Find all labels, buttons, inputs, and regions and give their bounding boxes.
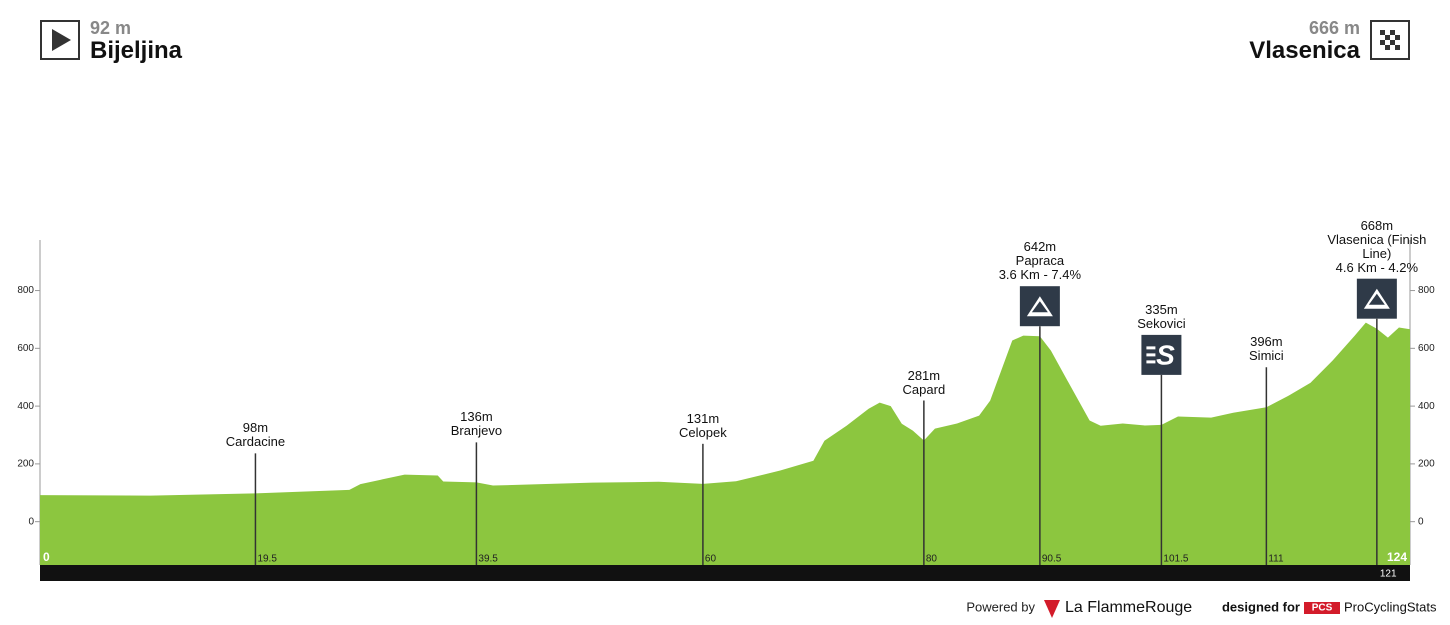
marker-name: Simici	[1249, 348, 1284, 364]
x-tick-label: 0	[43, 550, 50, 564]
marker-name: Cardacine	[225, 434, 286, 450]
distance-bar	[40, 565, 1410, 581]
marker-elevation: 335m	[1145, 301, 1178, 317]
marker-distance: 60	[705, 554, 717, 565]
finish-name: Vlasenica	[1249, 37, 1360, 64]
y-tick-label: 800	[1418, 285, 1435, 296]
profile-area	[40, 322, 1410, 565]
marker-label: 136m Branjevo	[416, 410, 536, 438]
marker-name: Papraca	[1015, 253, 1065, 269]
flamme-logo	[1044, 600, 1060, 618]
footer-brand: La FlammeRouge	[1065, 599, 1192, 616]
marker-label: 396m Simici	[1206, 335, 1326, 363]
marker-distance: 39.5	[478, 554, 498, 565]
marker-elevation: 642m	[1023, 239, 1057, 255]
marker-detail: 4.6 Km - 4.2%	[1335, 259, 1419, 275]
y-tick-label: 0	[28, 516, 34, 527]
marker-distance: 90.5	[1042, 554, 1062, 565]
marker-elevation: 281m	[907, 367, 941, 383]
y-tick-label: 800	[17, 285, 34, 296]
y-tick-label: 400	[17, 401, 34, 412]
marker-label: 335m Sekovici	[1101, 301, 1221, 331]
plot: 0 0 200 200 400 400 600 600 800 800 0 124 19.5 39.5 60…	[17, 278, 1435, 580]
marker-name: Branjevo	[450, 423, 503, 439]
footer-pcs-name: ProCyclingStats	[1344, 599, 1437, 614]
marker-elevation: 668m	[1360, 217, 1394, 233]
footer-pcs: PCS	[1312, 603, 1333, 614]
marker-elevation: 396m	[1250, 334, 1283, 350]
start-elevation: 92 m	[90, 18, 132, 38]
climb-icon-peak	[1368, 293, 1385, 305]
marker-distance: 101.5	[1163, 554, 1188, 565]
pcs-logo	[1304, 602, 1340, 614]
marker-name: Vlasenica (Finish Line)	[1327, 231, 1427, 261]
marker-distance: 80	[926, 554, 938, 565]
marker-distance: 111	[1268, 554, 1284, 565]
marker-distance: 121	[1380, 569, 1397, 580]
marker-distance: 19.5	[257, 554, 277, 565]
marker-label: 98m Cardacine	[195, 421, 315, 449]
marker-name: Capard	[902, 381, 946, 397]
start-name: Bijeljina	[90, 37, 183, 64]
sprint-icon-letter: S	[1156, 339, 1175, 370]
finish-elevation: 666 m	[1308, 18, 1360, 38]
footer-designed: designed for	[1222, 599, 1300, 614]
climb-icon-peak	[1031, 301, 1048, 313]
y-tick-label: 600	[1418, 343, 1435, 354]
marker-label: 281m Capard	[864, 367, 984, 397]
start-icon-arrow	[52, 29, 71, 51]
marker-elevation: 136m	[460, 409, 493, 425]
marker-name: Sekovici	[1137, 315, 1186, 331]
marker-elevation: 98m	[242, 420, 269, 436]
y-tick-label: 0	[1418, 516, 1424, 527]
y-tick-label: 200	[17, 459, 34, 470]
marker-name: Celopek	[679, 424, 727, 440]
marker-elevation: 131m	[686, 410, 720, 426]
marker-label: 668m Vlasenica (Finish Line) 4.6 Km - 4.2%	[1317, 217, 1437, 275]
x-tick-label: 124	[1387, 550, 1407, 564]
footer-powered: Powered by	[966, 599, 1035, 614]
y-tick-label: 200	[1418, 459, 1435, 470]
finish-icon	[1370, 20, 1410, 60]
start-icon	[40, 20, 80, 60]
y-tick-label: 600	[17, 343, 34, 354]
finish-flag	[1380, 30, 1400, 50]
marker-label: 642m Papraca 3.6 Km - 7.4%	[980, 240, 1100, 282]
marker-detail: 3.6 Km - 7.4%	[998, 267, 1082, 283]
marker-label: 131m Celopek	[643, 410, 763, 440]
y-tick-label: 400	[1418, 401, 1435, 412]
